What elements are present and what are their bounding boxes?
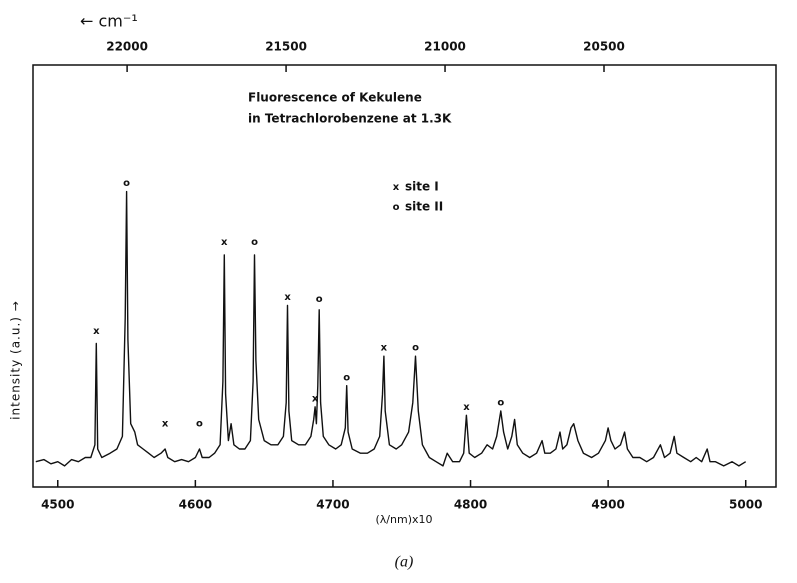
peak-marker: o [196,419,203,430]
peak-marker: o [123,178,130,189]
legend-label: site I [405,180,439,194]
y-axis-label: intensity (a.u.) → [9,300,23,420]
peak-marker: o [497,398,504,409]
peak-marker: x [93,326,100,337]
x2-tick-label: 22000 [106,40,148,54]
peak-marker: o [343,372,350,383]
peak-marker: x [284,292,291,303]
legend-label: site II [405,200,443,214]
peak-marker: o [316,294,323,305]
x2-tick-label: 21500 [265,40,307,54]
x-tick-label: 4900 [591,498,624,512]
peak-marker: x [162,419,169,430]
chart-subtitle: in Tetrachlorobenzene at 1.3K [248,112,452,126]
peak-marker: x [221,237,228,248]
chart-title: Fluorescence of Kekulene [248,91,422,105]
legend-symbol: x [393,182,400,193]
peak-marker: x [463,402,470,413]
x2-tick-label: 21000 [424,40,466,54]
x-tick-label: 5000 [729,498,762,512]
peak-marker: x [381,343,388,354]
x-tick-label: 4800 [454,498,487,512]
x-axis-label: (λ/nm)x10 [376,513,433,526]
peak-marker: o [251,237,258,248]
peak-marker: o [412,343,419,354]
spectrum-line [35,190,747,467]
x2-tick-label: 20500 [583,40,625,54]
x-tick-label: 4600 [179,498,212,512]
legend-symbol: o [393,202,400,213]
x-tick-label: 4700 [316,498,349,512]
x-tick-label: 4500 [41,498,74,512]
plot-frame [32,64,777,488]
peak-marker: x [312,393,319,404]
caption: (a) [395,554,414,571]
x2-axis-label: ← cm⁻¹ [80,12,138,31]
